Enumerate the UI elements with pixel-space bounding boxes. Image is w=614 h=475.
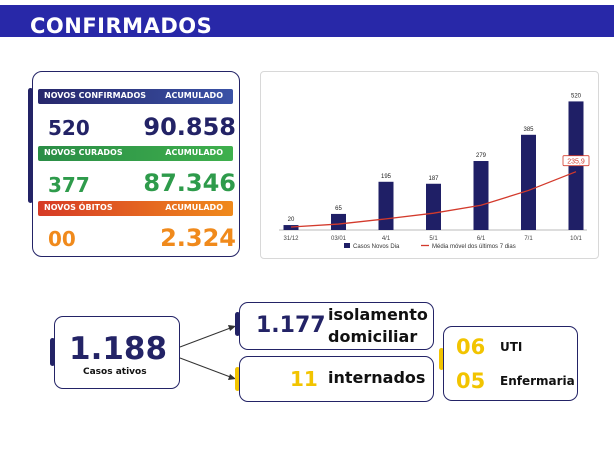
active-cases-label: Casos ativos [83,367,147,377]
confirmed-acc-label: ACUMULADO [165,91,223,100]
x-tick-label: 10/1 [570,236,582,242]
x-tick-label: 5/1 [429,236,438,242]
bar-6/1 [473,161,489,230]
hospitalized-label: internados [328,368,426,387]
recovered-total: 87.346 [143,169,236,197]
bar-value-label: 520 [571,93,582,99]
bar-4/1 [378,181,394,230]
hospitalized-card: 11 internados [239,356,434,402]
recovered-new: 377 [48,173,90,197]
recovered-header: NOVOS CURADOS ACUMULADO [38,146,233,161]
x-tick-label: 6/1 [477,236,486,242]
arrow-to-isolation [179,326,234,348]
deaths-total: 2.324 [160,224,236,252]
deaths-label: NOVOS ÓBITOS [44,203,113,212]
legend-line-label: Média móvel dos últimos 7 dias [432,244,516,250]
bar-value-label: 279 [476,153,487,159]
hospitalized-value: 11 [290,367,318,391]
bar-value-label: 65 [335,206,342,212]
ward-value: 05 [456,369,486,393]
confirmed-header: NOVOS CONFIRMADOS ACUMULADO [38,89,233,104]
x-tick-label: 4/1 [382,236,391,242]
deaths-header: NOVOS ÓBITOS ACUMULADO [38,201,233,216]
deaths-acc-label: ACUMULADO [165,203,223,212]
ward-label: Enfermaria [500,374,575,388]
bar-value-label: 195 [381,174,392,180]
recovered-label: NOVOS CURADOS [44,148,123,157]
confirmed-new: 520 [48,116,90,140]
isolation-label-1: isolamento [328,305,428,324]
icu-accent [439,348,444,370]
bar-5/1 [426,183,441,230]
bar-7/1 [521,134,536,230]
bar-value-label: 20 [288,217,295,223]
icu-label: UTI [500,340,523,354]
header-banner: CONFIRMADOS [0,5,614,38]
active-cases-value: 1.188 [69,331,168,367]
isolation-label-2: domiciliar [328,327,418,346]
icu-ward-card: 06 UTI 05 Enfermaria [443,326,578,401]
x-tick-label: 31/12 [283,236,299,242]
bar-31/12 [283,225,299,230]
arrow-to-hospitalized [179,357,234,379]
legend-bar-label: Casos Novos Dia [353,244,400,250]
highlight-box [562,155,590,167]
isolation-value: 1.177 [256,313,326,338]
isolation-card: 1.177 isolamento domiciliar [239,302,434,350]
hospitalized-accent [235,367,240,391]
moving-average-line [290,171,577,228]
x-tick-label: 03/01 [331,236,347,242]
isolation-accent [235,312,240,336]
cases-chart: 20 31/12 65 03/01 195 4/1 187 5/1 279 6/1 385 7/1 52… [279,93,590,250]
deaths-new: 00 [48,227,76,251]
active-accent [50,338,55,366]
bar-value-label: 385 [523,127,534,133]
highlight-label: 235,9 [567,159,585,166]
legend-bar-swatch [344,243,350,248]
stats-accent-bar [28,88,33,203]
confirmed-total: 90.858 [143,113,236,141]
chart-card: 20 31/12 65 03/01 195 4/1 187 5/1 279 6/1 385 7/1 52… [260,71,599,259]
page-title: CONFIRMADOS [30,14,213,38]
active-cases-card: 1.188 Casos ativos [54,316,180,389]
bar-value-label: 187 [428,176,439,182]
bar-03/01 [331,213,346,230]
recovered-acc-label: ACUMULADO [165,148,223,157]
confirmed-label: NOVOS CONFIRMADOS [44,91,147,100]
icu-value: 06 [456,335,486,359]
x-tick-label: 7/1 [524,236,533,242]
